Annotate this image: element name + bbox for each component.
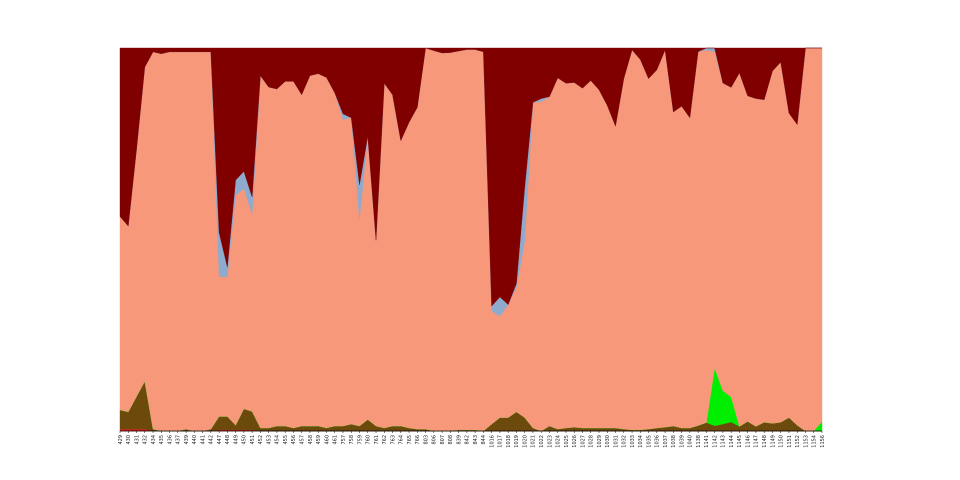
- x-tick-label: 1038: [671, 435, 677, 448]
- x-tick-label: 1030: [605, 435, 611, 448]
- x-tick-label: 758: [349, 435, 355, 445]
- x-tick-label: 1040: [688, 435, 694, 448]
- x-tick-label: 442: [209, 435, 215, 445]
- x-tick-label: 1020: [522, 435, 528, 448]
- x-tick-label: 1141: [704, 435, 710, 448]
- x-tick-label: 455: [283, 435, 289, 445]
- x-tick-label: 761: [374, 435, 380, 445]
- x-tick-label: 1018: [506, 435, 512, 448]
- x-tick-label: 806: [432, 435, 438, 445]
- x-tick-label: 459: [316, 435, 322, 445]
- x-tick-label: 1021: [531, 435, 537, 448]
- x-tick-label: 437: [176, 435, 182, 445]
- x-tick-label: 429: [118, 435, 124, 445]
- x-tick-label: 1153: [803, 435, 809, 448]
- x-tick-label: 432: [143, 435, 149, 445]
- x-tick-label: 458: [308, 435, 314, 445]
- x-tick-label: 763: [390, 435, 396, 445]
- x-tick-label: 448: [225, 435, 231, 445]
- x-tick-label: 449: [233, 435, 239, 445]
- x-tick-label: 844: [481, 435, 487, 445]
- x-tick-label: 1036: [655, 435, 661, 448]
- x-tick-label: 1019: [514, 435, 520, 448]
- x-tick-label: 1154: [812, 435, 818, 448]
- x-tick-label: 757: [341, 435, 347, 445]
- x-axis: 429 430 431 432 434 435 436 437 439 440 441 442 447 4…: [118, 430, 826, 448]
- x-tick-label: 1144: [729, 435, 735, 448]
- x-tick-label: 447: [217, 435, 223, 445]
- x-tick-label: 454: [275, 435, 281, 445]
- x-tick-label: 1025: [564, 435, 570, 448]
- x-tick-label: 762: [382, 435, 388, 445]
- x-tick-label: 1034: [638, 435, 644, 448]
- x-tick-label: 1017: [498, 435, 504, 448]
- x-tick-label: 1149: [770, 435, 776, 448]
- x-tick-label: 435: [159, 435, 165, 445]
- x-tick-label: 1029: [597, 435, 603, 448]
- x-tick-label: 1033: [630, 435, 636, 448]
- x-tick-label: 807: [440, 435, 446, 445]
- x-tick-label: 452: [258, 435, 264, 445]
- area-series-group: [119, 47, 823, 432]
- x-tick-label: 1151: [787, 435, 793, 448]
- x-tick-label: 1142: [712, 435, 718, 448]
- x-tick-label: 1148: [762, 435, 768, 448]
- x-tick-label: 760: [366, 435, 372, 445]
- x-tick-label: 1156: [820, 435, 826, 448]
- x-tick-label: 1147: [754, 435, 760, 448]
- x-tick-label: 1031: [613, 435, 619, 448]
- x-tick-label: 451: [250, 435, 256, 445]
- x-tick-label: 1035: [646, 435, 652, 448]
- x-tick-label: 1027: [580, 435, 586, 448]
- x-tick-label: 460: [324, 435, 330, 445]
- x-tick-label: 1022: [539, 435, 545, 448]
- x-tick-label: 764: [399, 435, 405, 445]
- x-tick-label: 1016: [489, 435, 495, 448]
- x-tick-label: 436: [167, 435, 173, 445]
- x-tick-label: 434: [151, 435, 157, 445]
- x-tick-label: 803: [423, 435, 429, 445]
- x-tick-label: 765: [407, 435, 413, 445]
- x-tick-label: 1037: [663, 435, 669, 448]
- x-tick-label: 461: [333, 435, 339, 445]
- x-tick-label: 1138: [696, 435, 702, 448]
- x-tick-label: 1150: [779, 435, 785, 448]
- x-tick-label: 457: [299, 435, 305, 445]
- x-tick-label: 1152: [795, 435, 801, 448]
- x-tick-label: 808: [448, 435, 454, 445]
- x-tick-label: 440: [192, 435, 198, 445]
- x-tick-label: 1023: [547, 435, 553, 448]
- x-tick-label: 843: [473, 435, 479, 445]
- x-tick-label: 1032: [622, 435, 628, 448]
- x-tick-label: 431: [134, 435, 140, 445]
- x-tick-label: 456: [291, 435, 297, 445]
- x-tick-label: 766: [415, 435, 421, 445]
- x-tick-label: 1145: [737, 435, 743, 448]
- x-tick-label: 430: [126, 435, 132, 445]
- x-tick-label: 1143: [721, 435, 727, 448]
- x-tick-label: 1039: [679, 435, 685, 448]
- x-tick-label: 1024: [556, 435, 562, 448]
- x-tick-label: 453: [266, 435, 272, 445]
- x-tick-label: 1026: [572, 435, 578, 448]
- x-tick-label: 759: [357, 435, 363, 445]
- x-tick-label: 441: [200, 435, 206, 445]
- x-tick-label: 439: [184, 435, 190, 445]
- x-tick-label: 1028: [589, 435, 595, 448]
- x-tick-label: 450: [242, 435, 248, 445]
- x-tick-label: 1146: [745, 435, 751, 448]
- x-tick-label: 839: [456, 435, 462, 445]
- x-tick-label: 842: [465, 435, 471, 445]
- area-series-maroon: [119, 47, 822, 307]
